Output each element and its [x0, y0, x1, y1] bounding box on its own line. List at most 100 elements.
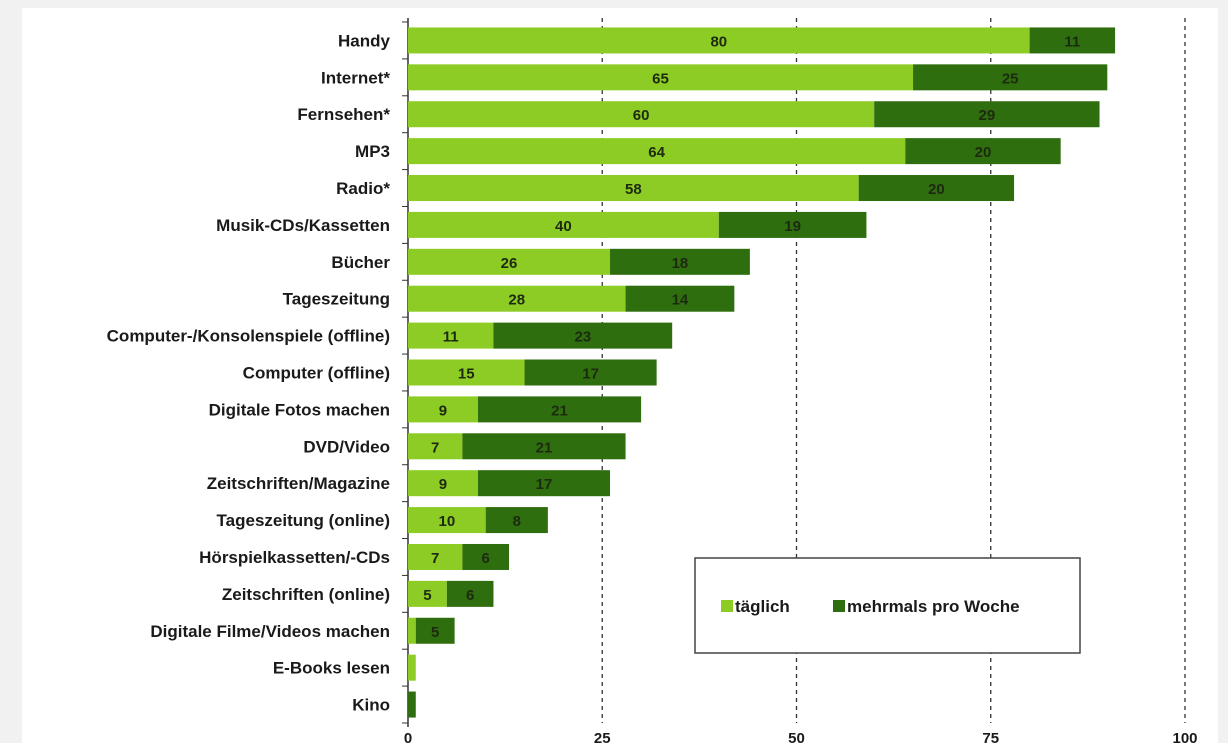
bar-mehrmals — [913, 64, 1108, 91]
x-tick-label: 75 — [982, 730, 999, 743]
bar-mehrmals — [485, 507, 548, 534]
category-label: Fernsehen* — [297, 105, 390, 124]
category-label: DVD/Video — [303, 437, 390, 456]
category-label: Musik-CDs/Kassetten — [216, 216, 390, 235]
category-label: MP3 — [355, 142, 390, 161]
category-label: Kino — [352, 696, 390, 715]
category-label: E-Books lesen — [273, 659, 390, 678]
category-label: Tageszeitung (online) — [217, 511, 390, 530]
x-tick-label: 25 — [594, 730, 611, 743]
x-tick-label: 50 — [788, 730, 805, 743]
data-label: 29 — [979, 107, 996, 124]
chart-panel: 0 25 50 75 100 Handy 80 11 Internet* 65 25 Fernsehe… — [22, 8, 1218, 743]
data-label: 64 — [648, 144, 665, 161]
data-label: 60 — [633, 107, 650, 124]
category-label: Computer (offline) — [243, 364, 390, 383]
category-label: Digitale Filme/Videos machen — [150, 622, 390, 641]
data-label: 20 — [975, 144, 992, 161]
legend-swatch-mehrmals — [833, 600, 845, 612]
data-label: 19 — [784, 218, 801, 235]
category-label: Computer-/Konsolenspiele (offline) — [107, 327, 390, 346]
bar-mehrmals — [415, 617, 455, 644]
bar-taeglich — [408, 285, 626, 312]
bar-mehrmals — [858, 175, 1015, 202]
data-label: 40 — [555, 218, 572, 235]
bar-taeglich — [408, 617, 416, 644]
category-label: Hörspielkassetten/-CDs — [199, 548, 390, 567]
category-label: Zeitschriften (online) — [222, 585, 390, 604]
data-label: 21 — [536, 439, 553, 456]
category-label: Internet* — [321, 68, 390, 87]
bar-taeglich — [408, 138, 906, 165]
bar-taeglich — [408, 507, 486, 534]
bar-taeglich — [408, 322, 494, 349]
data-label: 11 — [1064, 33, 1080, 50]
bar-mehrmals — [462, 543, 510, 570]
bar-mehrmals — [477, 396, 642, 423]
bar-taeglich — [408, 175, 859, 202]
bar-mehrmals — [462, 433, 626, 460]
bar-mehrmals — [874, 101, 1100, 128]
x-tick-label: 100 — [1172, 730, 1197, 743]
bar-taeglich — [408, 433, 463, 460]
category-label: Tageszeitung — [283, 290, 390, 309]
x-tick-label: 0 — [404, 730, 412, 743]
data-label: 7 — [431, 550, 439, 567]
data-label: 6 — [482, 550, 490, 567]
data-label: 9 — [439, 476, 447, 493]
bar-mehrmals — [524, 359, 657, 386]
bar-mehrmals — [610, 248, 750, 275]
bar-mehrmals — [477, 470, 611, 497]
data-label: 6 — [466, 587, 474, 604]
data-label: 15 — [458, 366, 475, 383]
bar-mehrmals — [905, 138, 1061, 165]
bar-taeglich — [408, 211, 719, 238]
data-label: 18 — [672, 255, 689, 272]
legend-box — [694, 557, 1081, 654]
data-label: 5 — [423, 587, 431, 604]
bar-taeglich — [408, 654, 416, 681]
legend-swatch-taeglich — [721, 600, 733, 612]
bar-mehrmals — [493, 322, 673, 349]
data-label: 21 — [551, 402, 568, 419]
bar-taeglich — [408, 101, 875, 128]
data-label: 23 — [574, 329, 591, 346]
data-label: 58 — [625, 181, 642, 198]
legend-label-mehrmals: mehrmals pro Woche — [847, 597, 1020, 616]
bar-mehrmals — [1029, 27, 1116, 54]
bar-mehrmals — [718, 211, 867, 238]
category-label: Bücher — [331, 253, 390, 272]
data-label: 80 — [710, 33, 727, 50]
data-label: 26 — [501, 255, 518, 272]
data-label: 9 — [439, 402, 447, 419]
bar-mehrmals — [446, 580, 494, 607]
data-label: 14 — [672, 292, 689, 309]
data-label: 25 — [1002, 70, 1019, 87]
bar-taeglich — [408, 580, 447, 607]
data-label: 5 — [431, 624, 439, 641]
data-label: 10 — [439, 513, 456, 530]
bar-mehrmals — [408, 691, 416, 718]
bar-taeglich — [408, 64, 914, 91]
category-label: Digitale Fotos machen — [209, 400, 390, 419]
bar-taeglich — [408, 359, 525, 386]
data-label: 11 — [443, 329, 459, 346]
bar-taeglich — [408, 27, 1030, 54]
category-label: Handy — [338, 31, 391, 50]
data-label: 28 — [508, 292, 525, 309]
legend-label-taeglich: täglich — [735, 597, 790, 616]
data-label: 17 — [536, 476, 553, 493]
data-label: 17 — [582, 366, 599, 383]
bar-taeglich — [408, 470, 478, 497]
category-label: Radio* — [336, 179, 390, 198]
bar-taeglich — [408, 248, 611, 275]
data-label: 65 — [652, 70, 669, 87]
bar-taeglich — [408, 543, 463, 570]
bar-mehrmals — [625, 285, 735, 312]
data-label: 8 — [513, 513, 521, 530]
data-label: 20 — [928, 181, 945, 198]
category-label: Zeitschriften/Magazine — [207, 474, 390, 493]
data-label: 7 — [431, 439, 439, 456]
bar-taeglich — [408, 396, 478, 423]
